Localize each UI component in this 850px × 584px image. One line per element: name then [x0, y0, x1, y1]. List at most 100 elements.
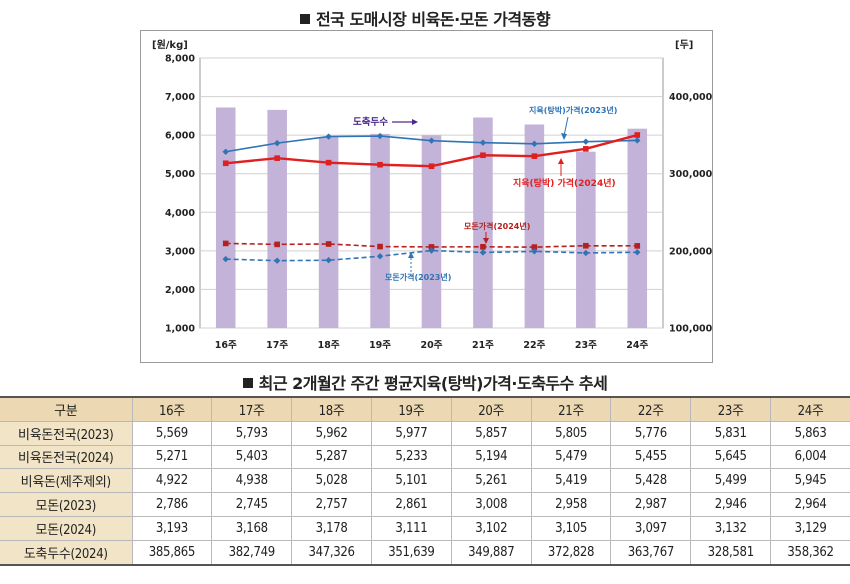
table-row-label: 비육돈전국(2023) [0, 420, 133, 446]
table-cell: 351,639 [370, 539, 452, 566]
table-cell: 4,938 [211, 468, 293, 494]
table-header-week: 23주 [690, 395, 772, 422]
table-cell: 3,008 [450, 492, 532, 517]
table-header-week: 20주 [450, 395, 532, 422]
table-header-week: 16주 [131, 395, 213, 422]
series-point [428, 247, 435, 254]
annotation-2024-price: 지육(탕박) 가격(2024년) [513, 177, 616, 189]
table-cell: 5,977 [370, 420, 452, 446]
table-cell: 2,964 [770, 492, 850, 517]
table-cell: 5,101 [370, 468, 452, 494]
x-tick-label: 20주 [421, 340, 443, 351]
x-tick-label: 22주 [523, 340, 545, 351]
y-right-tick-label: 300,000 [669, 169, 713, 180]
table-cell: 5,499 [690, 468, 772, 494]
table-cell: 5,455 [610, 444, 692, 470]
table-cell: 5,831 [690, 420, 772, 446]
table-cell: 363,767 [610, 539, 692, 566]
annotation-arrowhead [561, 133, 567, 140]
table-cell: 5,403 [211, 444, 293, 470]
table-cell: 5,287 [291, 444, 372, 470]
bar-slaughter-count [421, 135, 442, 328]
series-point [531, 248, 538, 255]
table-header-week: 17주 [211, 395, 293, 422]
table-header-week: 24주 [770, 395, 850, 422]
x-tick-label: 17주 [266, 340, 288, 351]
table-cell: 2,757 [291, 492, 372, 517]
table-cell: 3,105 [530, 515, 612, 541]
table-cell: 5,857 [450, 420, 532, 446]
bar-slaughter-count [215, 107, 236, 328]
y-right-tick-label: 100,000 [669, 324, 713, 335]
x-tick-label: 19주 [369, 340, 391, 351]
table-cell: 5,028 [291, 468, 372, 494]
x-tick-label: 16주 [215, 340, 237, 351]
annotation-arrow [563, 116, 569, 137]
table-cell: 5,805 [530, 420, 612, 446]
table-cell: 372,828 [530, 539, 612, 566]
price-chart: 1,000 2,000 3,000 4,000 5,000 6,000 7,000 8,000… [152, 38, 713, 351]
series-point [325, 159, 332, 166]
series-point [273, 257, 281, 264]
table-row-label: 모돈(2024) [0, 515, 133, 541]
table-cell: 328,581 [690, 539, 772, 566]
series-point [222, 160, 229, 167]
table-cell: 5,793 [211, 420, 293, 446]
series-line [225, 242, 638, 248]
chart-title-text: 전국 도매시장 비육돈·모돈 가격동향 [315, 10, 551, 29]
x-tick-label: 24주 [626, 340, 648, 351]
series-point [634, 132, 641, 138]
series-point [479, 139, 487, 146]
x-tick-label: 21주 [472, 340, 494, 351]
table-header-label: 구분 [0, 395, 133, 422]
table-cell: 347,326 [291, 539, 372, 566]
table-title: 최근 2개월간 주간 평균지육(탕박)가격·도축두수 추세 [0, 370, 850, 394]
series-point [531, 244, 538, 250]
table-cell: 3,168 [211, 515, 293, 541]
series-point [634, 243, 641, 249]
series-point [531, 153, 538, 159]
table-cell: 5,569 [131, 420, 213, 446]
table-cell: 358,362 [770, 539, 850, 566]
series-point [222, 240, 229, 247]
x-tick-label: 18주 [318, 340, 340, 351]
table-cell: 5,271 [131, 444, 213, 470]
table-cell: 2,745 [211, 492, 293, 517]
series-point [376, 132, 384, 140]
bar-slaughter-count [318, 137, 339, 328]
bar-slaughter-count [370, 133, 390, 328]
table-row: 모돈(2023) 2,786 2,745 2,757 2,861 3,008 2,958 2,… [0, 492, 850, 517]
annotation-sow-2023: 모돈가격(2023년) [385, 272, 451, 282]
y-left-tick-label: 4,000 [165, 208, 195, 219]
series-point [325, 241, 332, 247]
table-body: 비육돈전국(2023) 5,569 5,793 5,962 5,977 5,857 5,80… [0, 420, 850, 566]
annotation-arrowhead [408, 252, 414, 258]
series-point [583, 242, 589, 249]
series-point [583, 146, 589, 152]
table-cell: 5,428 [610, 468, 692, 494]
table-cell: 3,178 [291, 515, 372, 541]
table-cell: 5,863 [770, 420, 850, 446]
series-point [480, 244, 486, 250]
table-row: 비육돈전국(2024) 5,271 5,403 5,287 5,233 5,194 5,47… [0, 444, 850, 470]
series-point [428, 137, 435, 144]
table-cell: 3,193 [131, 515, 213, 541]
annotation-2023-price: 지육(탕박)가격(2023년) [529, 105, 617, 115]
y-left-axis-label: [원/kg] [152, 38, 188, 51]
table-cell: 382,749 [211, 539, 293, 566]
series-point [479, 249, 487, 256]
table-cell: 5,419 [530, 468, 612, 494]
annotation-arrowhead [558, 158, 564, 164]
series-point [480, 152, 486, 159]
table-header-week: 22주 [610, 395, 692, 422]
table-header-week: 18주 [291, 395, 372, 422]
table-row-label: 비육돈전국(2024) [0, 444, 133, 470]
square-bullet-icon [299, 14, 310, 24]
series-point [377, 161, 383, 168]
table-cell: 3,111 [370, 515, 452, 541]
y-left-tick-label: 3,000 [165, 246, 195, 257]
annotation-sow-2024: 모돈가격(2024년) [464, 221, 530, 231]
table-row-label: 도축두수(2024) [0, 539, 133, 566]
annotation-arrowhead [483, 238, 489, 244]
table-row: 비육돈(제주제외) 4,922 4,938 5,028 5,101 5,261 5,419 5… [0, 468, 850, 494]
